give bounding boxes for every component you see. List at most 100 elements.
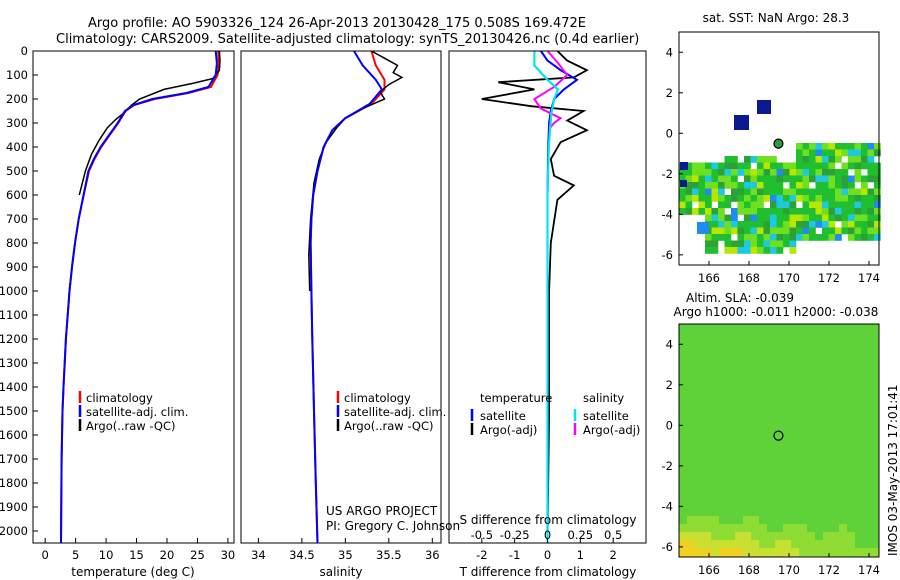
sla-cell: [871, 412, 880, 421]
sst-cell: [848, 143, 855, 150]
sst-cell: [744, 247, 751, 254]
sst-cell: [750, 156, 758, 163]
sla-cell: [831, 508, 840, 517]
sla-cell: [695, 388, 704, 397]
sla-cell: [775, 524, 784, 533]
sla-cell: [839, 508, 848, 517]
depth-tick-label: 1000: [0, 284, 28, 298]
sla-cell: [767, 436, 776, 445]
sst-cell: [802, 188, 810, 196]
sst-cell: [711, 240, 719, 248]
sla-cell: [855, 436, 864, 445]
sla-cell: [815, 388, 824, 397]
sst-cell: [822, 208, 829, 215]
sst-cell: [744, 214, 751, 222]
sla-cell: [759, 428, 768, 437]
sst-cell: [874, 234, 881, 241]
sla-cell: [727, 468, 736, 477]
sla-cell: [855, 492, 864, 501]
sla-cell: [871, 524, 880, 533]
sla-cell: [719, 388, 728, 397]
sst-cell: [763, 247, 771, 254]
sla-cell: [751, 516, 760, 525]
temperature-x-tick-label: 0: [42, 548, 49, 562]
sla-cell: [791, 540, 800, 549]
sla-cell: [759, 356, 768, 365]
sla-cell: [687, 492, 696, 501]
sst-cell: [789, 234, 797, 241]
sla-cell: [735, 500, 744, 509]
sst-cell: [724, 221, 732, 228]
sla-cell: [775, 476, 784, 485]
sla-cell: [823, 324, 832, 333]
sla-cell: [719, 428, 728, 437]
sst-cell: [809, 156, 816, 163]
sst-cell: [809, 221, 816, 228]
sla-cell: [719, 348, 728, 357]
sla-cell: [791, 468, 800, 477]
sla-cell: [735, 532, 744, 541]
sst-cell: [734, 115, 749, 130]
sst-cell: [698, 162, 706, 170]
sst-cell: [841, 188, 849, 196]
sla-cell: [823, 340, 832, 349]
sla-cell: [719, 540, 728, 549]
sla-cell: [855, 428, 864, 437]
sla-cell: [831, 340, 840, 349]
sst-cell: [848, 208, 855, 215]
sla-cell: [695, 476, 704, 485]
sla-cell: [679, 548, 688, 557]
sst-cell: [744, 234, 751, 241]
sst-cell: [770, 234, 777, 241]
sst-cell: [692, 182, 699, 189]
sla-cell: [831, 524, 840, 533]
sst-cell: [757, 201, 764, 209]
sla-cell: [799, 324, 808, 333]
sla-cell: [695, 380, 704, 389]
sst-cell: [697, 222, 709, 234]
sla-cell: [767, 428, 776, 437]
sla-cell: [743, 436, 752, 445]
sla-cell: [791, 372, 800, 381]
sst-cell: [698, 182, 706, 189]
sla-cell: [839, 420, 848, 429]
sla-cell: [719, 420, 728, 429]
sla-cell: [847, 340, 856, 349]
sst-cell: [841, 149, 849, 157]
sst-cell: [763, 169, 771, 176]
sla-cell: [711, 508, 720, 517]
sst-cell: [679, 169, 686, 176]
sla-cell: [791, 340, 800, 349]
sst-cell: [724, 234, 732, 241]
temperature-climatology-series-line: [60, 50, 220, 544]
sst-cell: [867, 149, 875, 157]
sst-cell: [815, 195, 823, 202]
difference-t-tick-label: 1: [577, 548, 584, 562]
sla-cell: [823, 516, 832, 525]
sla-cell: [743, 388, 752, 397]
sst-cell: [848, 149, 855, 157]
sst-cell: [744, 201, 751, 209]
sla-cell: [783, 508, 792, 517]
sla-cell: [799, 356, 808, 365]
sla-cell: [831, 356, 840, 365]
sst-cell: [679, 195, 686, 202]
sla-lat-tick-label: -2: [662, 459, 673, 473]
sla-cell: [847, 524, 856, 533]
sst-cell: [757, 247, 764, 254]
sla-cell: [751, 548, 760, 557]
sst-cell: [737, 221, 745, 228]
sla-cell: [823, 468, 832, 477]
sla-cell: [815, 364, 824, 373]
sst-cell: [744, 156, 751, 163]
sla-cell: [719, 356, 728, 365]
difference-t-tick-label: -1: [509, 548, 520, 562]
sst-cell: [783, 227, 790, 235]
sst-cell: [705, 234, 712, 241]
sst-cell: [731, 169, 738, 176]
sla-cell: [719, 332, 728, 341]
sla-cell: [783, 364, 792, 373]
sla-cell: [679, 524, 688, 533]
depth-tick-label: 1600: [0, 428, 28, 442]
sst-cell: [776, 208, 784, 215]
